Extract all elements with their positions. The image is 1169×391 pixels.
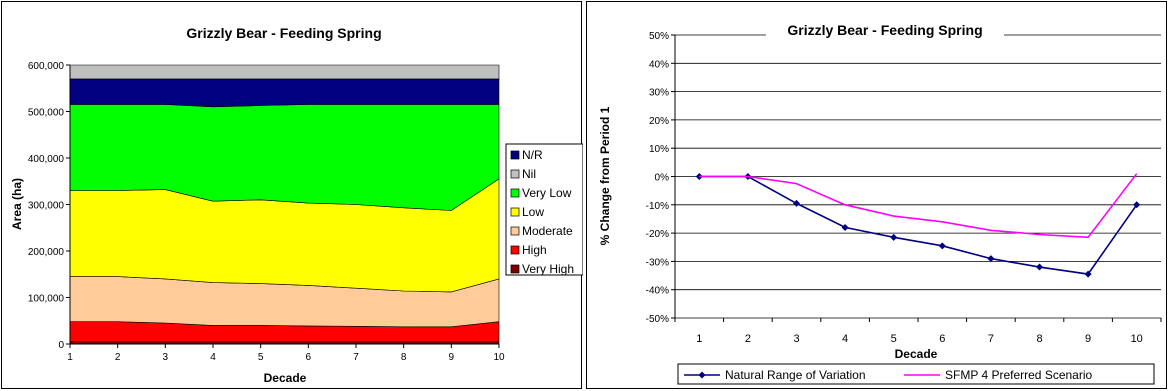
legend: N/R Nil Very Low Low Moderate High Very High <box>505 143 583 276</box>
x-ticks: 1 2 3 4 5 6 7 8 9 10 <box>67 344 505 363</box>
x-tick-label: 4 <box>210 352 216 363</box>
area-nil <box>69 64 500 80</box>
data-point <box>938 242 946 250</box>
legend-label: Very Low <box>522 186 572 200</box>
x-axis-label: Decade <box>264 371 307 385</box>
line-chart: -50% -40% -30% -20% -10% 0% 10% 20% 30% 40% 50% 1 2… <box>586 1 1167 389</box>
y-ticks: -50% -40% -30% -20% -10% 0% 10% 20% 30% 40% 50% <box>646 31 675 325</box>
legend-swatch <box>510 150 520 160</box>
x-tick-label: 2 <box>115 352 121 363</box>
x-tick-label: 6 <box>306 352 312 363</box>
y-tick-label: 10% <box>649 144 669 155</box>
legend-swatch <box>510 264 520 274</box>
gridlines <box>675 34 1161 319</box>
y-tick-label: 400,000 <box>28 154 65 165</box>
legend-marker <box>698 371 706 379</box>
y-tick-label: -30% <box>646 257 669 268</box>
series-line-sfmp-4-preferred-scenario <box>699 173 1138 239</box>
data-point <box>841 223 849 231</box>
y-tick-label: 20% <box>649 116 669 127</box>
y-ticks: 0 100,000 200,000 300,000 400,000 500,000 600,… <box>28 61 70 351</box>
y-tick-label: 0 <box>58 340 64 351</box>
y-tick-label: -10% <box>646 201 669 212</box>
x-axis-label: Decade <box>895 347 938 361</box>
x-tick-label: 9 <box>1085 333 1091 345</box>
series-line-natural-range-of-variation <box>699 175 1138 275</box>
y-tick-label: 100,000 <box>28 294 65 305</box>
x-tick-label: 10 <box>493 352 505 363</box>
x-tick-label: 7 <box>988 333 994 345</box>
data-point <box>1084 270 1092 278</box>
data-point <box>1133 201 1141 209</box>
legend-swatch <box>510 207 520 217</box>
x-tick-label: 1 <box>67 352 73 363</box>
legend-label: Nil <box>522 167 536 181</box>
chart-border <box>586 1 1167 389</box>
y-axis-label: % Change from Period 1 <box>598 106 612 245</box>
y-tick-label: 30% <box>649 88 669 99</box>
chart-title: Grizzly Bear - Feeding Spring <box>186 25 381 41</box>
data-point <box>987 255 995 263</box>
x-tick-label: 4 <box>842 333 848 345</box>
x-tick-label: 7 <box>353 352 359 363</box>
x-tick-label: 1 <box>696 333 702 345</box>
legend-label: Low <box>522 205 544 219</box>
legend-label: N/R <box>522 148 543 162</box>
legend-label: Natural Range of Variation <box>725 368 866 382</box>
y-axis-label: Area (ha) <box>10 178 24 230</box>
data-point <box>890 233 898 241</box>
data-point <box>695 173 703 180</box>
legend-label: Very High <box>522 262 574 276</box>
y-tick-label: 500,000 <box>28 108 65 119</box>
legend-label: High <box>522 243 547 257</box>
x-tick-label: 2 <box>745 333 751 345</box>
legend-swatch <box>510 245 520 255</box>
x-tick-label: 3 <box>163 352 169 363</box>
chart-title: Grizzly Bear - Feeding Spring <box>787 22 982 38</box>
x-ticks: 1 2 3 4 5 6 7 8 9 10 <box>674 318 1162 345</box>
x-tick-label: 5 <box>891 333 897 345</box>
y-tick-label: 600,000 <box>28 61 65 72</box>
x-tick-label: 8 <box>1036 333 1042 345</box>
legend: Natural Range of Variation SFMP 4 Preferr… <box>677 363 1155 385</box>
y-tick-label: 300,000 <box>28 201 65 212</box>
x-tick-label: 8 <box>401 352 407 363</box>
x-tick-label: 9 <box>449 352 455 363</box>
data-point <box>1036 263 1043 271</box>
x-tick-label: 3 <box>793 333 799 345</box>
legend-swatch <box>510 188 520 198</box>
legend-label: Moderate <box>522 224 573 238</box>
area-n-r <box>69 78 500 108</box>
legend-box <box>677 363 1155 385</box>
y-tick-label: -40% <box>646 286 669 297</box>
x-tick-label: 6 <box>939 333 945 345</box>
series-lines <box>695 173 1141 278</box>
area-layers <box>69 64 500 345</box>
legend-label: SFMP 4 Preferred Scenario <box>945 368 1093 382</box>
x-tick-label: 5 <box>258 352 264 363</box>
legend-swatch <box>510 226 520 236</box>
y-tick-label: 40% <box>649 59 669 70</box>
y-tick-label: -20% <box>646 229 669 240</box>
data-point <box>793 199 800 207</box>
y-tick-label: 200,000 <box>28 247 65 258</box>
x-tick-label: 10 <box>1131 333 1143 345</box>
legend-swatch <box>510 169 520 179</box>
y-tick-label: -50% <box>646 314 669 325</box>
y-tick-label: 0% <box>655 173 670 184</box>
title-background <box>766 21 1004 41</box>
y-tick-label: 50% <box>649 31 669 42</box>
area-chart: Grizzly Bear - Feeding Spring 0100,00020… <box>1 1 583 389</box>
